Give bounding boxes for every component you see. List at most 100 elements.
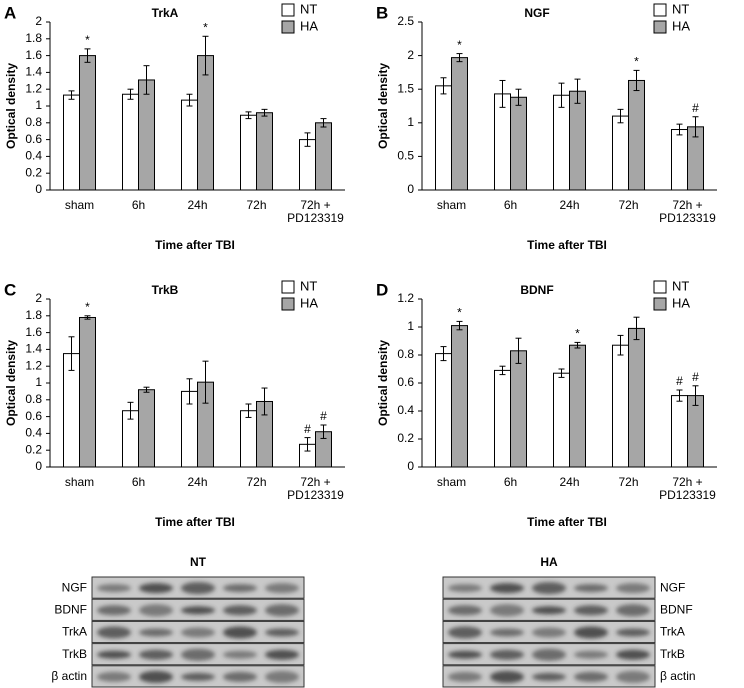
y-tick-label: 0 bbox=[407, 182, 414, 196]
legend-label: HA bbox=[672, 18, 690, 33]
blot-row-label: NGF bbox=[62, 580, 87, 594]
legend-label: NT bbox=[300, 278, 317, 293]
x-tick-label: 24h bbox=[187, 198, 208, 212]
y-tick-label: 0.8 bbox=[25, 115, 42, 129]
blot-band bbox=[97, 650, 131, 659]
legend-label: HA bbox=[300, 18, 318, 33]
annotation: * bbox=[203, 20, 208, 34]
bar bbox=[138, 389, 155, 468]
blot-band bbox=[265, 583, 299, 594]
blot-band bbox=[181, 648, 215, 661]
y-tick-label: 0.6 bbox=[397, 375, 414, 389]
y-tick-label: 1 bbox=[407, 319, 414, 333]
blot-band bbox=[223, 626, 257, 639]
annotation: # bbox=[320, 409, 327, 423]
y-tick-label: 1.6 bbox=[25, 325, 42, 339]
annotation: * bbox=[457, 38, 462, 52]
blot-row-label: β actin bbox=[51, 669, 87, 683]
x-tick-label: 72h + PD123319 bbox=[287, 475, 344, 502]
x-axis-label: Time after TBI bbox=[527, 515, 607, 529]
x-tick-label: 6h bbox=[131, 198, 146, 212]
panel-letter: A bbox=[4, 3, 16, 22]
blot-band bbox=[616, 670, 650, 683]
blot-band bbox=[97, 671, 131, 682]
bar bbox=[181, 99, 198, 191]
panel-letter: C bbox=[4, 280, 16, 299]
legend-swatch bbox=[653, 297, 667, 311]
panel-letter: D bbox=[376, 280, 388, 299]
bar bbox=[628, 327, 645, 468]
blot-band bbox=[265, 604, 299, 617]
blot-band bbox=[181, 627, 215, 638]
bar bbox=[451, 325, 468, 468]
blot-band bbox=[265, 670, 299, 683]
blot-band bbox=[574, 671, 608, 682]
bar bbox=[435, 353, 452, 468]
blot-band bbox=[490, 670, 524, 683]
y-axis-label: Optical density bbox=[376, 63, 390, 149]
y-tick-label: 0.6 bbox=[25, 409, 42, 423]
blot-band bbox=[448, 626, 482, 639]
legend-swatch bbox=[653, 20, 667, 34]
bar bbox=[553, 372, 570, 468]
legend-label: NT bbox=[672, 278, 689, 293]
blot-band bbox=[616, 628, 650, 637]
blot-band bbox=[616, 649, 650, 660]
x-tick-label: 72h + PD123319 bbox=[287, 198, 344, 225]
bar bbox=[510, 350, 527, 468]
bar bbox=[240, 114, 257, 191]
annotation: * bbox=[85, 300, 90, 314]
blot-band bbox=[223, 605, 257, 616]
y-axis-label: Optical density bbox=[4, 340, 18, 426]
x-axis-label: Time after TBI bbox=[155, 515, 235, 529]
blot-band bbox=[490, 583, 524, 594]
y-tick-label: 0 bbox=[35, 182, 42, 196]
blot-band bbox=[139, 604, 173, 617]
blot-row-label: TrkB bbox=[62, 647, 87, 661]
y-tick-label: 1.5 bbox=[397, 81, 414, 95]
y-tick-label: 0 bbox=[35, 459, 42, 473]
x-tick-label: 72h bbox=[246, 198, 267, 212]
bar bbox=[122, 93, 139, 191]
y-tick-label: 2.5 bbox=[397, 14, 414, 28]
blot-row-label: β actin bbox=[660, 669, 696, 683]
blot-band bbox=[448, 605, 482, 616]
legend-swatch bbox=[281, 280, 295, 294]
legend-label: HA bbox=[672, 295, 690, 310]
blot-band bbox=[181, 582, 215, 595]
y-tick-label: 1 bbox=[407, 115, 414, 129]
x-tick-label: sham bbox=[64, 198, 95, 212]
blot-band bbox=[574, 626, 608, 639]
blot-band bbox=[448, 671, 482, 682]
blot-band bbox=[574, 584, 608, 593]
blot-band bbox=[532, 672, 566, 681]
blot-band bbox=[490, 649, 524, 660]
blot-row-label: TrkA bbox=[62, 625, 87, 639]
y-axis-label: Optical density bbox=[4, 63, 18, 149]
blot-title: NT bbox=[190, 555, 207, 569]
y-tick-label: 2 bbox=[35, 14, 42, 28]
y-tick-label: 1.2 bbox=[25, 81, 42, 95]
y-tick-label: 1.8 bbox=[25, 308, 42, 322]
blot-band bbox=[574, 605, 608, 616]
bar bbox=[197, 55, 214, 191]
y-axis-label: Optical density bbox=[376, 340, 390, 426]
chart-title: NGF bbox=[524, 6, 549, 20]
x-tick-label: 72h + PD123319 bbox=[659, 475, 716, 502]
blot-band bbox=[574, 650, 608, 659]
legend-swatch bbox=[281, 20, 295, 34]
x-tick-label: 6h bbox=[131, 475, 146, 489]
y-tick-label: 1.4 bbox=[25, 65, 42, 79]
blot-row-label: TrkB bbox=[660, 647, 685, 661]
x-tick-label: 24h bbox=[559, 475, 580, 489]
bar bbox=[510, 96, 527, 191]
y-tick-label: 0.8 bbox=[397, 347, 414, 361]
blot-band bbox=[223, 671, 257, 682]
blot-band bbox=[532, 582, 566, 595]
y-tick-label: 0.8 bbox=[25, 392, 42, 406]
blot-band bbox=[181, 672, 215, 681]
blot-band bbox=[97, 626, 131, 639]
y-tick-label: 1.6 bbox=[25, 48, 42, 62]
x-tick-label: 24h bbox=[559, 198, 580, 212]
blot-band bbox=[139, 583, 173, 594]
